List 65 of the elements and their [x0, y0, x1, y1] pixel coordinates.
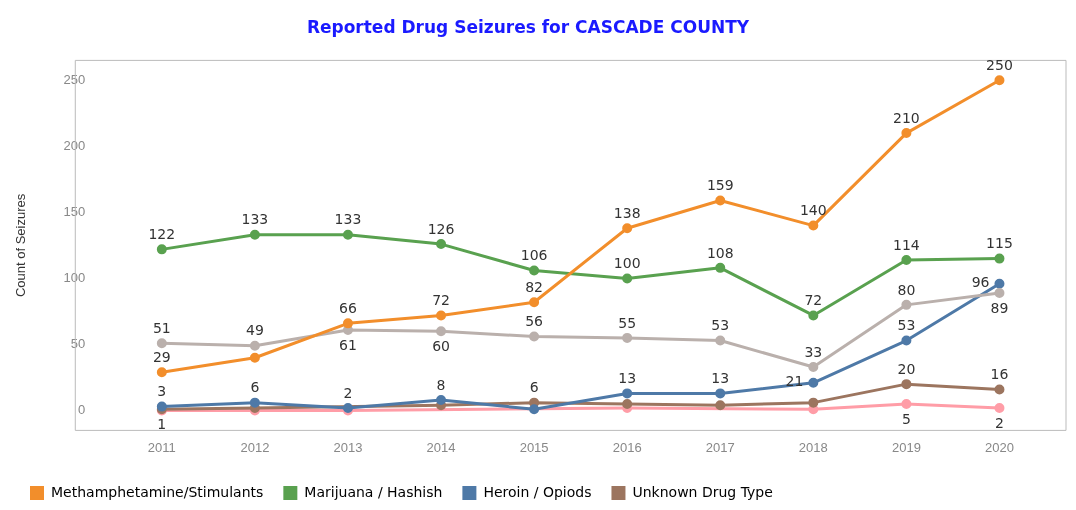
- data-label: 13: [618, 370, 637, 387]
- legend-label: Heroin / Opiods: [483, 483, 592, 500]
- y-tick-label: 250: [63, 71, 86, 87]
- y-tick-label: 150: [63, 203, 86, 219]
- y-tick-label: 50: [70, 336, 86, 352]
- data-label: 72: [432, 292, 450, 309]
- data-label: 2: [343, 384, 353, 401]
- data-label: 5: [901, 410, 911, 427]
- legend-label: Methamphetamine/Stimulants: [51, 483, 264, 500]
- data-label: 108: [706, 244, 734, 261]
- data-label: 56: [525, 313, 544, 330]
- x-tick-label: 2017: [705, 439, 735, 455]
- x-tick-label: 2020: [985, 439, 1014, 455]
- data-label: 55: [618, 314, 637, 331]
- legend-label: Marijuana / Hashish: [304, 483, 443, 500]
- data-label: 96: [971, 274, 990, 291]
- x-tick-label: 2019: [891, 439, 921, 455]
- data-label: 3: [157, 383, 167, 400]
- data-label: 122: [148, 226, 176, 242]
- data-label: 210: [893, 109, 920, 126]
- y-axis-title: Count of Seizures: [13, 193, 29, 298]
- x-tick-label: 2018: [798, 439, 828, 455]
- data-label: 53: [897, 317, 916, 334]
- data-label: 60: [432, 337, 450, 354]
- data-label: 114: [893, 236, 920, 253]
- data-label: 6: [529, 379, 539, 396]
- x-tick-label: 2013: [333, 439, 363, 455]
- data-label: 29: [152, 348, 171, 365]
- data-label: 100: [613, 255, 641, 272]
- data-label: 6: [250, 379, 260, 396]
- data-label: 53: [711, 317, 730, 334]
- data-label: 133: [334, 211, 362, 228]
- data-label: 20: [897, 360, 916, 377]
- data-label: 89: [990, 299, 1009, 316]
- x-tick-label: 2014: [426, 439, 456, 455]
- data-label: 126: [427, 220, 455, 237]
- data-label: 106: [520, 247, 548, 264]
- data-label: 33: [804, 343, 823, 360]
- data-label: 138: [613, 204, 641, 221]
- data-label: 115: [986, 235, 1013, 252]
- chart-title: Reported Drug Seizures for CASCADE COUNTY: [306, 16, 750, 37]
- data-label: 2: [995, 414, 1004, 431]
- data-label: 49: [245, 322, 264, 339]
- data-label: 16: [990, 366, 1009, 383]
- data-label: 140: [799, 202, 827, 219]
- x-tick-label: 2012: [240, 439, 270, 455]
- x-tick-label: 2011: [147, 439, 176, 455]
- data-label: 51: [152, 319, 171, 336]
- data-label: 66: [339, 300, 357, 316]
- data-label: 250: [986, 56, 1013, 73]
- data-label: 82: [525, 278, 544, 295]
- y-tick-label: 200: [63, 137, 86, 153]
- x-tick-label: 2016: [612, 439, 642, 455]
- legend-label: Unknown Drug Type: [632, 483, 773, 500]
- data-label: 1: [157, 415, 167, 432]
- data-label: 133: [241, 211, 269, 228]
- data-label: 8: [436, 376, 446, 393]
- data-label: 61: [339, 336, 357, 353]
- y-tick-label: 100: [63, 270, 86, 286]
- data-label: 159: [706, 177, 734, 194]
- data-label: 72: [804, 292, 823, 309]
- data-label: 13: [711, 370, 730, 387]
- y-tick-label: 0: [78, 402, 86, 418]
- x-tick-label: 2015: [519, 439, 549, 455]
- data-label: 80: [897, 281, 916, 298]
